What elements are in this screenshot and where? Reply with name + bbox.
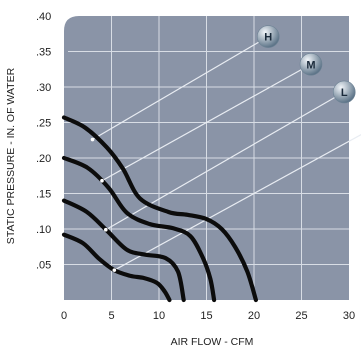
y-tick-label: .25 [36, 118, 51, 130]
y-tick-label: .15 [36, 189, 51, 201]
marker-leaders [92, 36, 361, 271]
y-tick-labels: .05 .10 .15 .20 .25 .30 .35 .40 [36, 11, 51, 272]
marker-label-l: L [341, 87, 348, 99]
leader-dot-h [90, 137, 95, 142]
leader-line-s [114, 133, 361, 271]
leader-dot-l [104, 227, 108, 232]
leader-line-h [92, 36, 269, 141]
marker-ball-m [299, 52, 323, 76]
x-tick-label: 20 [248, 310, 260, 322]
leader-line-m [101, 63, 312, 182]
leader-line-l [105, 91, 345, 231]
leader-dot-s [112, 268, 117, 272]
plot-area [61, 16, 361, 303]
y-tick-label: .30 [36, 82, 51, 94]
x-tick-label: 25 [295, 310, 307, 322]
x-axis-title: AIR FLOW - CFM [171, 336, 254, 348]
x-tick-label: 15 [200, 310, 212, 322]
curve-m [61, 155, 217, 303]
x-tick-label: 0 [61, 310, 67, 322]
curve-h [61, 115, 258, 303]
y-tick-label: .05 [36, 260, 51, 272]
x-tick-labels: 0 5 10 15 20 25 30 [61, 310, 355, 322]
x-tick-label: 10 [153, 310, 165, 322]
marker-label-h: H [264, 32, 272, 44]
curve-l [61, 198, 186, 303]
y-axis-title: STATIC PRESSURE - IN. OF WATER [5, 67, 17, 244]
marker-ball-h [256, 25, 280, 48]
y-tick-label: .40 [36, 11, 51, 23]
curve-s [61, 232, 172, 303]
marker-ball-l [332, 80, 356, 104]
y-tick-label: .10 [36, 224, 51, 236]
curves [61, 115, 258, 303]
x-tick-label: 5 [108, 310, 114, 322]
y-tick-label: .35 [36, 47, 51, 59]
leader-dot-m [100, 178, 104, 183]
marker-label-m: M [306, 59, 315, 71]
speed-markers: HMLS [90, 25, 356, 272]
x-tick-label: 30 [343, 310, 355, 322]
y-tick-label: .20 [36, 153, 51, 165]
